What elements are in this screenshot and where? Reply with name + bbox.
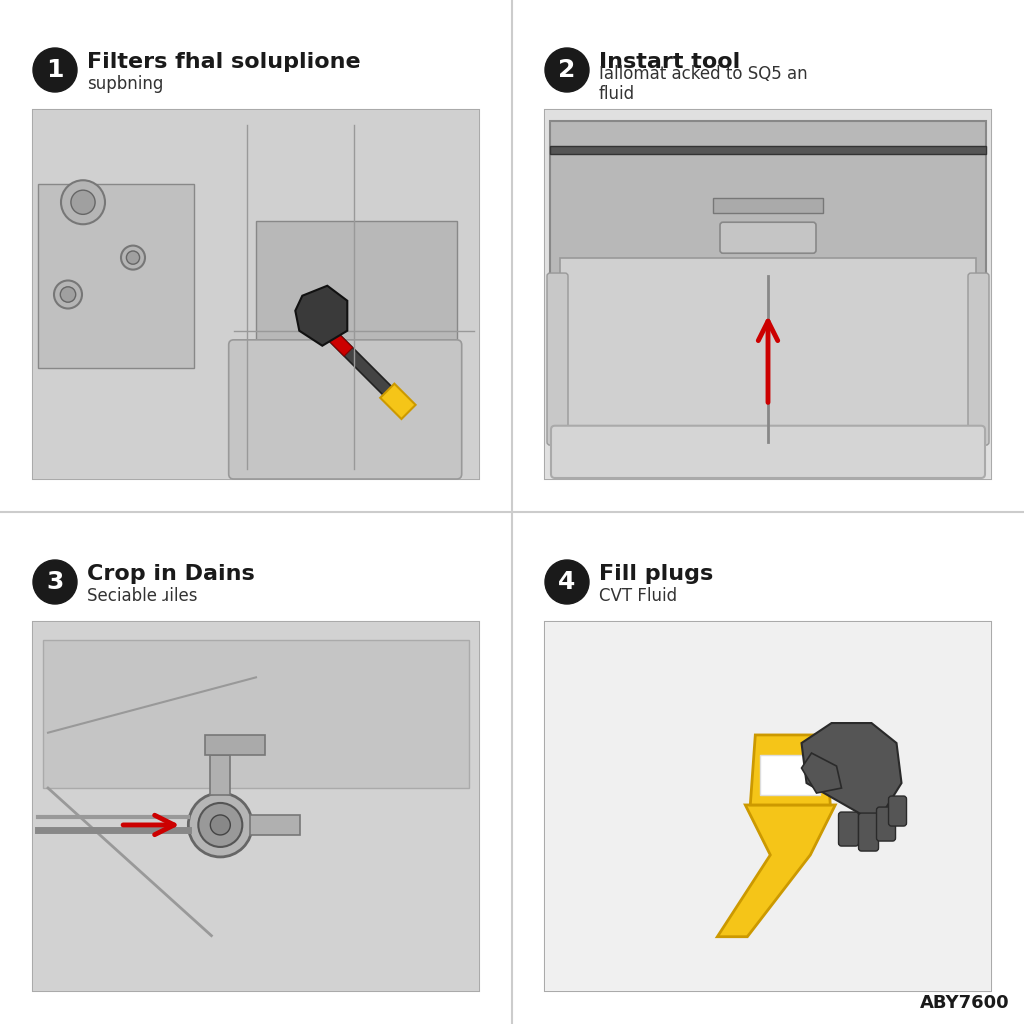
Text: 4: 4 <box>558 570 575 594</box>
Polygon shape <box>305 308 391 395</box>
FancyBboxPatch shape <box>547 273 568 445</box>
Circle shape <box>188 793 252 857</box>
Polygon shape <box>380 384 416 419</box>
Polygon shape <box>317 321 352 356</box>
Polygon shape <box>295 286 347 346</box>
FancyBboxPatch shape <box>545 110 991 479</box>
Circle shape <box>54 281 82 308</box>
Text: Instart tool: Instart tool <box>599 52 740 72</box>
FancyBboxPatch shape <box>545 622 991 991</box>
Polygon shape <box>718 805 836 937</box>
FancyBboxPatch shape <box>250 815 300 835</box>
Circle shape <box>71 190 95 214</box>
FancyBboxPatch shape <box>33 110 479 479</box>
FancyBboxPatch shape <box>33 622 479 991</box>
Circle shape <box>545 48 589 92</box>
Circle shape <box>210 815 230 835</box>
FancyBboxPatch shape <box>256 221 457 442</box>
FancyBboxPatch shape <box>206 735 265 755</box>
FancyBboxPatch shape <box>545 622 991 991</box>
FancyBboxPatch shape <box>560 258 976 442</box>
FancyBboxPatch shape <box>33 110 479 479</box>
FancyBboxPatch shape <box>760 755 820 795</box>
Circle shape <box>60 287 76 302</box>
FancyBboxPatch shape <box>550 146 986 155</box>
Circle shape <box>199 803 243 847</box>
Text: Crop in Dains: Crop in Dains <box>87 564 255 584</box>
Text: Iallomat acked to SQ5 an
fluid: Iallomat acked to SQ5 an fluid <box>599 65 808 103</box>
FancyBboxPatch shape <box>720 222 816 253</box>
FancyBboxPatch shape <box>38 183 195 369</box>
Circle shape <box>121 246 145 269</box>
Text: ABY7600: ABY7600 <box>921 994 1010 1012</box>
Text: 1: 1 <box>46 58 63 82</box>
Text: Fill plugs: Fill plugs <box>599 564 714 584</box>
Text: CVT Fluid: CVT Fluid <box>599 587 677 605</box>
FancyBboxPatch shape <box>545 110 991 479</box>
Polygon shape <box>751 735 830 805</box>
FancyBboxPatch shape <box>210 755 230 795</box>
FancyBboxPatch shape <box>713 199 823 213</box>
FancyBboxPatch shape <box>968 273 989 445</box>
FancyBboxPatch shape <box>550 121 986 276</box>
FancyBboxPatch shape <box>551 426 985 478</box>
FancyBboxPatch shape <box>839 812 858 846</box>
Text: 3: 3 <box>46 570 63 594</box>
FancyBboxPatch shape <box>877 807 896 841</box>
FancyBboxPatch shape <box>889 796 906 826</box>
FancyBboxPatch shape <box>33 622 479 991</box>
FancyBboxPatch shape <box>43 640 469 788</box>
Circle shape <box>61 180 105 224</box>
Text: 2: 2 <box>558 58 575 82</box>
FancyBboxPatch shape <box>228 340 462 479</box>
Circle shape <box>33 48 77 92</box>
FancyBboxPatch shape <box>858 813 879 851</box>
Text: Seciable ɹiles: Seciable ɹiles <box>87 587 198 605</box>
Polygon shape <box>802 753 842 793</box>
Text: supbning: supbning <box>87 75 164 93</box>
Circle shape <box>126 251 139 264</box>
Polygon shape <box>802 723 901 823</box>
Circle shape <box>33 560 77 604</box>
Circle shape <box>545 560 589 604</box>
Text: Filters fhal soluplione: Filters fhal soluplione <box>87 52 360 72</box>
